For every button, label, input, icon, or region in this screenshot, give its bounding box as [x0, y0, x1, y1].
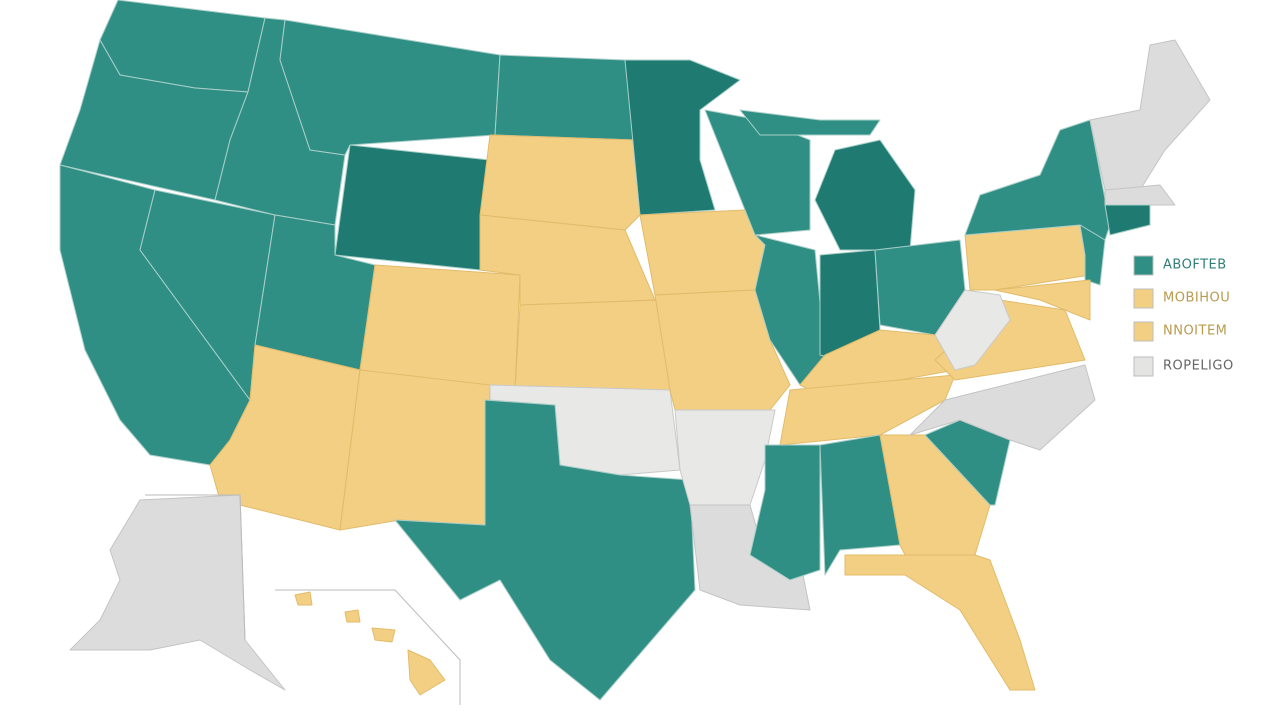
state — [1079, 224, 1106, 286]
state — [69, 494, 286, 691]
legend-label: ABOFTEB — [1163, 258, 1227, 273]
state — [994, 279, 1091, 321]
state — [779, 374, 956, 446]
state — [639, 209, 766, 296]
state — [814, 139, 916, 251]
state — [964, 224, 1091, 291]
state — [371, 627, 396, 643]
state — [279, 19, 501, 156]
state — [844, 554, 1036, 691]
state — [514, 299, 671, 391]
inset-border — [275, 589, 461, 705]
state — [294, 591, 313, 606]
state — [359, 264, 521, 391]
state — [1104, 204, 1151, 236]
legend-swatch — [1133, 288, 1154, 309]
state — [819, 434, 901, 576]
state — [334, 144, 491, 271]
state — [1089, 39, 1211, 191]
state — [964, 119, 1111, 241]
state — [754, 234, 826, 386]
state — [344, 609, 361, 623]
state — [1104, 184, 1176, 206]
state — [909, 364, 1096, 451]
state — [689, 504, 811, 611]
legend-swatch — [1133, 255, 1154, 276]
legend: ABOFTEB MOBIHOU NNOITEM ROPELIGO — [1133, 255, 1234, 377]
legend-swatch — [1133, 356, 1154, 377]
state — [479, 134, 641, 231]
state — [394, 399, 696, 701]
legend-label: ROPELIGO — [1163, 359, 1234, 374]
state — [924, 419, 1011, 506]
legend-label: NNOITEM — [1163, 324, 1227, 339]
legend-swatch — [1133, 321, 1154, 342]
state — [739, 109, 881, 136]
state — [674, 409, 776, 506]
state — [339, 369, 491, 531]
states — [59, 0, 1211, 705]
legend-label: MOBIHOU — [1163, 291, 1230, 306]
state — [494, 54, 636, 141]
inset-border — [145, 494, 246, 641]
state — [407, 649, 446, 696]
state — [934, 289, 1011, 371]
